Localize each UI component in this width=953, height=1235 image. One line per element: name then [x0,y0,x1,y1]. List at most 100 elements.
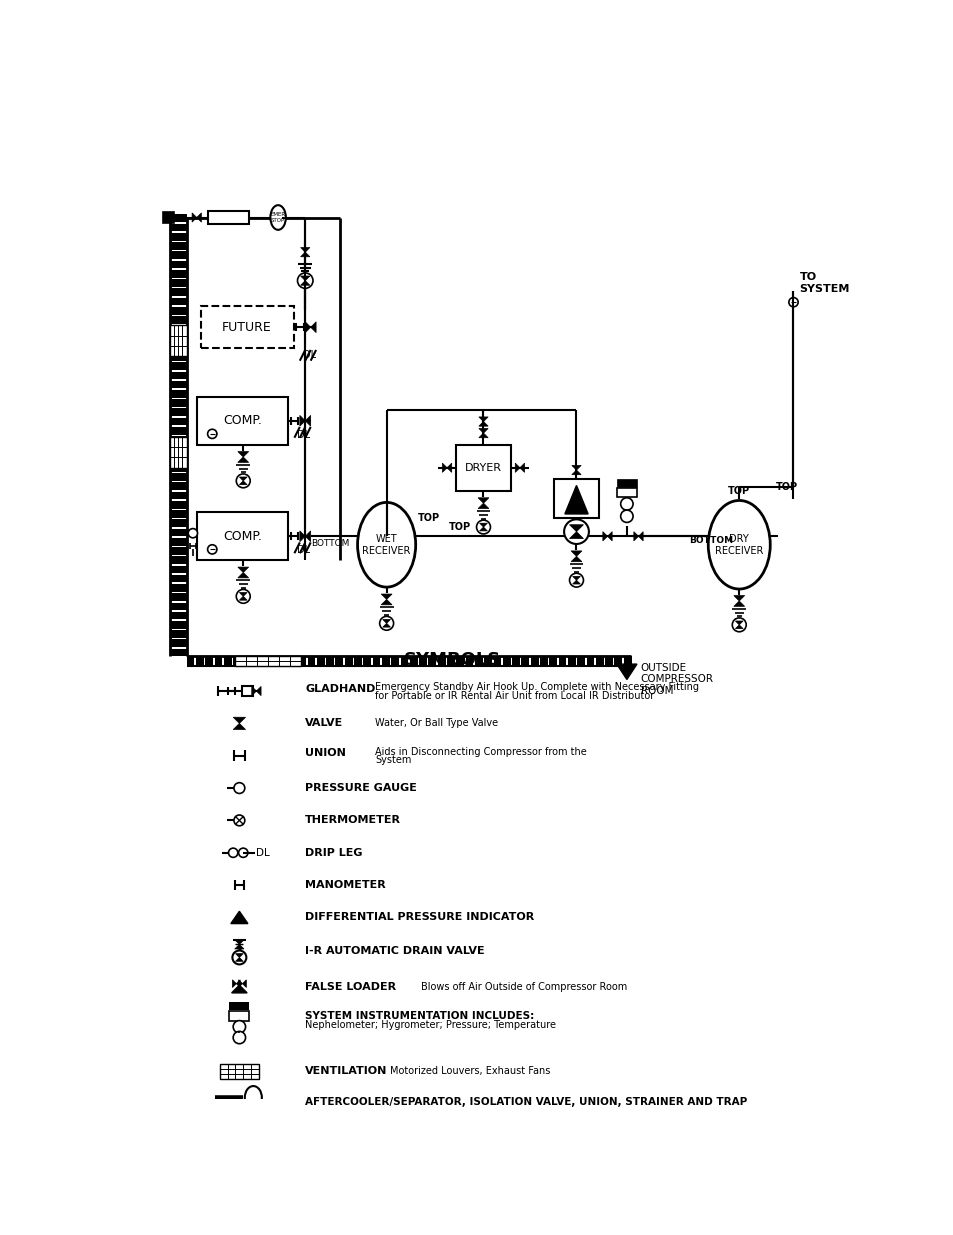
Polygon shape [478,417,488,421]
Bar [170,621,187,629]
Bar [187,656,194,666]
Bar [363,656,371,666]
Bar [233,656,241,666]
Polygon shape [382,624,390,627]
Text: DIFFERENTIAL PRESSURE INDICATOR: DIFFERENTIAL PRESSURE INDICATOR [305,913,534,923]
Bar [484,656,492,666]
Bar [224,656,232,666]
Text: DL: DL [256,847,270,858]
Bar [196,513,288,561]
Bar [205,656,213,666]
Polygon shape [237,567,249,573]
Circle shape [233,783,245,793]
Polygon shape [381,599,392,605]
Bar [170,325,187,333]
Polygon shape [305,322,311,332]
Bar [270,656,278,666]
Bar [200,306,294,348]
Polygon shape [237,452,249,457]
Ellipse shape [707,500,769,589]
Text: TOP: TOP [449,522,471,532]
Text: Emergency Standby Air Hook Up. Complete with Necessary Fitting: Emergency Standby Air Hook Up. Complete … [375,682,699,692]
Polygon shape [442,463,447,472]
Bar [170,473,187,480]
Bar [170,436,187,443]
Polygon shape [305,531,311,542]
Circle shape [569,573,583,587]
Text: DL: DL [297,430,311,440]
Circle shape [788,298,798,306]
Bar [596,656,603,666]
Bar [170,630,187,638]
Bar [289,656,296,666]
Polygon shape [238,979,242,988]
Text: DRY
RECEIVER: DRY RECEIVER [715,534,762,556]
Polygon shape [192,212,196,222]
Polygon shape [232,986,247,993]
Bar [170,224,187,231]
Bar [170,566,187,573]
Polygon shape [242,979,246,988]
Circle shape [236,589,250,603]
Bar [170,446,187,453]
Circle shape [238,848,248,857]
Circle shape [208,545,216,555]
Bar [521,656,529,666]
Circle shape [233,1020,245,1032]
Bar [170,372,187,379]
Bar [170,584,187,592]
Circle shape [297,273,313,288]
Bar [163,212,174,222]
Polygon shape [233,718,245,724]
Bar [381,656,390,666]
Polygon shape [519,463,524,472]
Text: TOP: TOP [417,513,440,522]
Polygon shape [239,477,247,480]
Polygon shape [252,687,256,695]
Polygon shape [249,1115,257,1119]
Circle shape [563,520,588,543]
Text: PRESSURE GAUGE: PRESSURE GAUGE [305,783,416,793]
Circle shape [620,498,633,510]
Bar [400,656,408,666]
Bar [170,362,187,370]
Polygon shape [231,911,248,924]
Polygon shape [234,945,244,948]
Bar [554,479,598,517]
Polygon shape [477,503,488,509]
Bar [241,685,253,697]
Bar [214,656,222,666]
Bar [418,656,427,666]
Bar [549,656,557,666]
Text: for Portable or IR Rental Air Unit from Local IR Distributor: for Portable or IR Rental Air Unit from … [375,690,654,700]
Bar [170,529,187,536]
Text: FALSE LOADER: FALSE LOADER [305,982,395,992]
Bar [354,656,361,666]
Circle shape [233,815,245,826]
Bar [170,427,187,435]
Polygon shape [607,531,612,541]
Polygon shape [300,275,310,280]
Bar [539,656,547,666]
Bar [604,656,612,666]
Bar [170,640,187,647]
Bar [170,343,187,352]
Polygon shape [249,1137,257,1141]
Circle shape [233,951,246,965]
Bar [410,656,417,666]
Circle shape [188,529,197,537]
Text: Aids in Disconnecting Compressor from the: Aids in Disconnecting Compressor from th… [375,747,586,757]
Polygon shape [735,621,742,625]
Bar [465,656,473,666]
Polygon shape [196,212,201,222]
Ellipse shape [245,1086,261,1109]
Ellipse shape [270,205,286,230]
Polygon shape [249,1119,257,1123]
Bar [170,306,187,315]
Bar [170,417,187,425]
Polygon shape [311,322,315,332]
Polygon shape [564,485,587,514]
Bar [170,547,187,555]
Text: System: System [375,756,411,766]
Bar [170,501,187,509]
